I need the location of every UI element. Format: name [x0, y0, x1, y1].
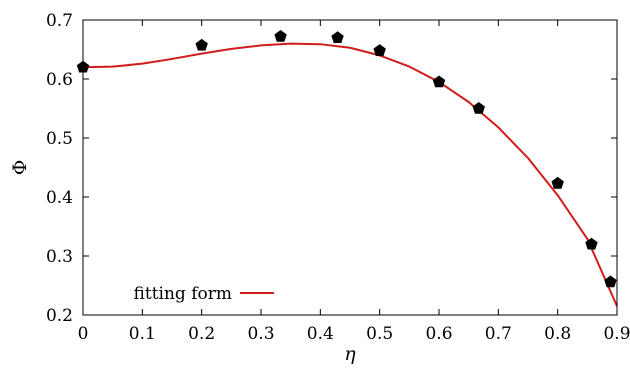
- x-tick-label: 0.1: [129, 324, 156, 344]
- data-point: [604, 275, 617, 288]
- data-point: [472, 102, 485, 114]
- legend: fitting form: [134, 284, 274, 304]
- data-point: [551, 176, 564, 189]
- x-tick-label: 0.2: [188, 324, 215, 344]
- series-layer: [76, 30, 618, 307]
- y-axis-label: Φ: [9, 160, 31, 176]
- y-tick-label: 0.4: [46, 188, 73, 208]
- plot-frame: [82, 19, 618, 316]
- data-point: [331, 31, 344, 43]
- data-point: [274, 30, 287, 42]
- x-tick-label: 0.8: [544, 324, 571, 344]
- data-point: [432, 75, 446, 88]
- x-tick-label: 0.3: [247, 324, 274, 344]
- x-tick-label: 0.4: [307, 324, 334, 344]
- legend-label: fitting form: [134, 284, 232, 304]
- y-tick-label: 0.7: [46, 11, 73, 31]
- x-tick-label: 0: [78, 324, 89, 344]
- y-tick-label: 0.2: [46, 306, 73, 326]
- x-tick-label: 0.7: [485, 324, 512, 344]
- x-tick-label: 0.6: [425, 324, 452, 344]
- labels-layer: η Φ: [9, 160, 356, 365]
- data-point: [585, 237, 598, 250]
- y-tick-label: 0.6: [46, 70, 73, 90]
- ticks-layer: 0 0.1 0.2 0.3 0.4 0.5 0.6 0.7 0.8 0.9 0.2 0.3 0.4 0.5…: [46, 11, 630, 344]
- fitting-form-line: [82, 42, 618, 307]
- x-axis-label: η: [344, 343, 356, 365]
- data-point: [195, 38, 208, 51]
- y-tick-label: 0.3: [46, 247, 73, 267]
- x-tick-label: 0.5: [366, 324, 393, 344]
- x-tick-label: 0.9: [603, 324, 630, 344]
- y-tick-label: 0.5: [46, 129, 73, 149]
- data-point: [373, 44, 386, 56]
